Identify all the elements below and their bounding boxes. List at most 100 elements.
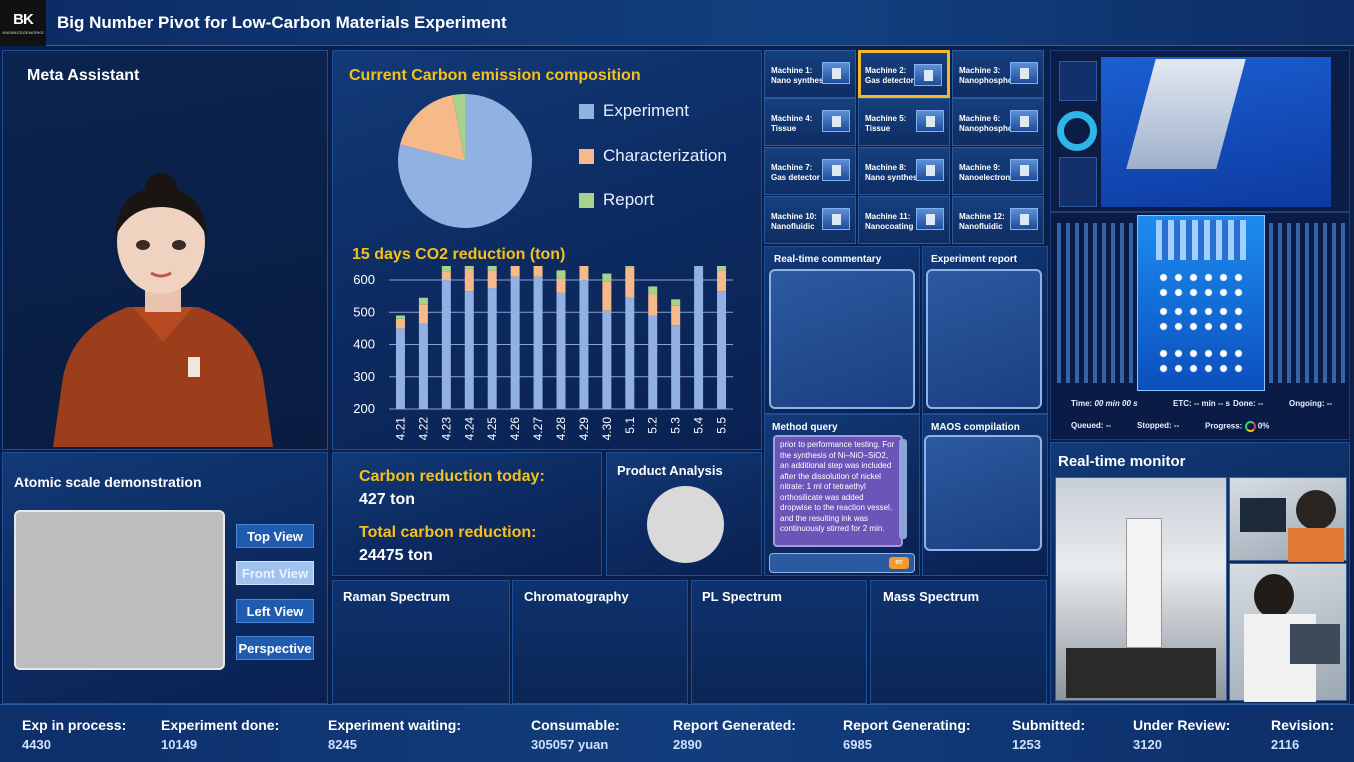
machine-label: Machine 6: bbox=[959, 114, 1001, 123]
machine-name: Tissue bbox=[771, 124, 797, 133]
operator-camera-feed-2[interactable] bbox=[1229, 563, 1347, 702]
chromatography-panel[interactable]: Chromatography bbox=[512, 580, 688, 704]
machine-tile[interactable]: Machine 1: Nano synthesis bbox=[764, 50, 856, 98]
machine-tile[interactable]: Machine 3: Nanophosphor bbox=[952, 50, 1044, 98]
bar-segment bbox=[533, 276, 543, 409]
maos-compilation-box[interactable] bbox=[924, 435, 1042, 551]
realtime-commentary-panel: Real-time commentary bbox=[764, 246, 920, 414]
pl-spectrum-panel[interactable]: PL Spectrum bbox=[691, 580, 867, 704]
legend-swatch-experiment bbox=[579, 104, 594, 119]
atomic-viewer[interactable] bbox=[14, 510, 225, 670]
lab-3d-dashboard[interactable] bbox=[1050, 50, 1350, 212]
machine-thumbnail bbox=[1010, 208, 1038, 230]
status-ring-icon bbox=[1057, 111, 1097, 151]
machine-tile[interactable]: Machine 11: Nanocoating bbox=[858, 196, 950, 244]
product-analysis-chart[interactable] bbox=[647, 486, 724, 563]
bar-segment bbox=[602, 281, 612, 311]
machine-tile[interactable]: Machine 6: Nanophosphor bbox=[952, 98, 1044, 146]
x-tick-label: 5.2 bbox=[646, 417, 660, 434]
bar-segment bbox=[441, 271, 451, 280]
bar-segment bbox=[648, 294, 658, 316]
operator-camera-feed-1[interactable] bbox=[1229, 477, 1347, 562]
stat-report-generated: Report Generated: 2890 bbox=[673, 717, 796, 752]
top-view-button[interactable]: Top View bbox=[236, 524, 314, 548]
bar-segment bbox=[441, 266, 451, 272]
machine-tile[interactable]: Machine 5: Tissue bbox=[858, 98, 950, 146]
machine-tile[interactable]: Machine 8: Nano synthesis bbox=[858, 147, 950, 195]
status-etc: ETC: -- min -- s bbox=[1173, 399, 1230, 408]
machine-thumbnail bbox=[916, 159, 944, 181]
logo-mark: BK bbox=[13, 11, 34, 28]
x-tick-label: 4.29 bbox=[577, 417, 591, 441]
machine-thumbnail bbox=[1010, 159, 1038, 181]
experiment-report-box[interactable] bbox=[926, 269, 1042, 409]
bar-segment bbox=[510, 276, 520, 409]
mass-spectrum-panel[interactable]: Mass Spectrum bbox=[870, 580, 1047, 704]
machine-name: Nano synthesis bbox=[771, 76, 831, 85]
left-view-button[interactable]: Left View bbox=[236, 599, 314, 623]
bar-segment bbox=[556, 278, 566, 293]
carbon-today-value: 427 ton bbox=[359, 491, 416, 508]
status-time: Time: 00 min 00 s bbox=[1071, 399, 1138, 408]
stats-bar: Exp in process: 4430 Experiment done: 1014… bbox=[0, 704, 1354, 762]
stat-revision: Revision: 2116 bbox=[1271, 717, 1335, 752]
stat-report-generating: Report Generating: 6985 bbox=[843, 717, 971, 752]
send-icon[interactable]: ⇚ bbox=[889, 557, 909, 569]
y-tick-label: 200 bbox=[353, 401, 375, 416]
machine-thumbnail bbox=[916, 110, 944, 132]
machine-tile[interactable]: Machine 4: Tissue bbox=[764, 98, 856, 146]
machine-tile[interactable]: Machine 12: Nanofluidic bbox=[952, 196, 1044, 244]
front-view-button[interactable]: Front View bbox=[236, 561, 314, 585]
machine-label: Machine 11: bbox=[865, 212, 911, 221]
raman-spectrum-panel[interactable]: Raman Spectrum bbox=[332, 580, 510, 704]
bar-segment bbox=[418, 297, 428, 305]
status-ongoing: Ongoing: -- bbox=[1289, 399, 1333, 408]
machine-label: Machine 8: bbox=[865, 163, 907, 172]
status-stopped: Stopped: -- bbox=[1137, 421, 1180, 430]
atomic-demo-panel: Atomic scale demonstration Top View Fron… bbox=[2, 452, 328, 704]
perspective-button[interactable]: Perspective bbox=[236, 636, 314, 660]
x-tick-label: 5.1 bbox=[623, 417, 637, 434]
app-title: Big Number Pivot for Low-Carbon Material… bbox=[57, 13, 507, 32]
carbon-total-label: Total carbon reduction: bbox=[359, 524, 537, 541]
x-tick-label: 4.21 bbox=[393, 417, 407, 441]
method-query-input[interactable] bbox=[769, 553, 915, 573]
assistant-avatar[interactable] bbox=[33, 127, 293, 447]
pie-slice-characterization bbox=[400, 95, 465, 161]
bar-segment bbox=[464, 291, 474, 409]
carbon-reduction-panel: Carbon reduction today: 427 ton Total ca… bbox=[332, 452, 602, 576]
bar-segment bbox=[510, 266, 520, 277]
machine-label: Machine 10: bbox=[771, 212, 817, 221]
machine-thumbnail bbox=[1010, 110, 1038, 132]
logo-text: KNOWLEDGEWORKS bbox=[2, 30, 44, 35]
sample-rack-dashboard[interactable]: Time: 00 min 00 s ETC: -- min -- s Done:… bbox=[1050, 212, 1350, 440]
x-tick-label: 4.27 bbox=[531, 417, 545, 441]
realtime-commentary-box[interactable] bbox=[769, 269, 915, 409]
method-query-scrollbar[interactable] bbox=[899, 439, 907, 539]
status-done: Done: -- bbox=[1233, 399, 1264, 408]
stat-consumable: Consumable: 305057 yuan bbox=[531, 717, 620, 752]
stat-experiment-done: Experiment done: 10149 bbox=[161, 717, 280, 752]
bar-segment bbox=[717, 266, 727, 271]
lab-camera-feed[interactable] bbox=[1055, 477, 1227, 701]
machine-tile[interactable]: Machine 10: Nanofluidic bbox=[764, 196, 856, 244]
pl-spectrum-title: PL Spectrum bbox=[702, 589, 782, 604]
machine-tile[interactable]: Machine 2: Gas detector bbox=[858, 50, 950, 98]
method-query-panel: Method query prior to performance testin… bbox=[764, 414, 920, 576]
machine-tile[interactable]: Machine 7: Gas detector bbox=[764, 147, 856, 195]
meta-assistant-panel: Meta Assistant bbox=[2, 50, 328, 450]
composition-pie-chart bbox=[398, 94, 532, 228]
composition-title: Current Carbon emission composition bbox=[349, 67, 641, 84]
machine-label: Machine 4: bbox=[771, 114, 813, 123]
bar-segment bbox=[395, 328, 405, 409]
experiment-report-title: Experiment report bbox=[931, 254, 1018, 265]
bar-segment bbox=[418, 304, 428, 324]
legend-characterization: Characterization bbox=[603, 146, 727, 165]
bar-segment bbox=[648, 315, 658, 409]
bar-segment bbox=[487, 266, 497, 271]
y-tick-label: 600 bbox=[353, 272, 375, 287]
machine-tile[interactable]: Machine 9: Nanoelectronics bbox=[952, 147, 1044, 195]
x-tick-label: 5.5 bbox=[715, 417, 729, 434]
product-analysis-title: Product Analysis bbox=[617, 463, 723, 478]
carbon-today-label: Carbon reduction today: bbox=[359, 468, 545, 485]
